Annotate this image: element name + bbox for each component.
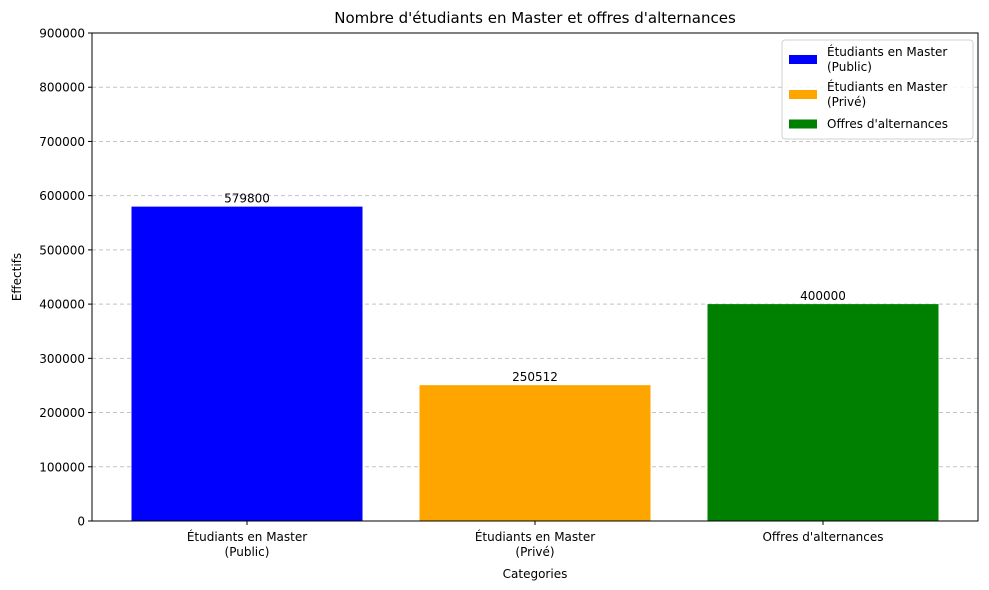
x-axis: Étudiants en Master(Public)Étudiants en … [187, 521, 884, 559]
y-tick-label: 200000 [39, 406, 85, 420]
bar [419, 385, 651, 521]
x-tick-label: (Public) [225, 545, 270, 559]
y-tick-label: 0 [77, 515, 85, 529]
bar [707, 304, 939, 521]
bars [131, 206, 939, 521]
y-tick-label: 400000 [39, 298, 85, 312]
legend-swatch [789, 90, 817, 99]
bar-value-label: 400000 [800, 289, 846, 303]
legend: Étudiants en Master (Public)Étudiants en… [781, 39, 974, 140]
legend-label: Étudiants en Master [827, 44, 947, 59]
legend-label: (Privé) [827, 95, 866, 109]
bar-value-label: 579800 [224, 192, 270, 206]
y-tick-label: 100000 [39, 460, 85, 474]
y-tick-label: 300000 [39, 352, 85, 366]
bar [131, 206, 363, 521]
legend-swatch [789, 55, 817, 64]
y-tick-label: 600000 [39, 189, 85, 203]
y-tick-label: 500000 [39, 243, 85, 257]
x-axis-label: Categories [503, 567, 568, 581]
legend-box [781, 39, 974, 140]
chart-title: Nombre d'étudiants en Master et offres d… [334, 9, 736, 27]
y-tick-label: 800000 [39, 81, 85, 95]
x-tick-label: Étudiants en Master [475, 529, 595, 544]
x-tick-label: (Privé) [515, 545, 554, 559]
x-tick-label: Étudiants en Master [187, 529, 307, 544]
legend-label: (Public) [827, 60, 872, 74]
bar-value-label: 250512 [512, 370, 558, 384]
legend-swatch [789, 119, 817, 129]
legend-label: Offres d'alternances [827, 117, 948, 131]
y-tick-label: 900000 [39, 27, 85, 41]
legend-label: Étudiants en Master [827, 79, 947, 94]
bar-value-labels: 579800 250512 400000 [224, 192, 846, 385]
x-tick-label: Offres d'alternances [762, 530, 883, 544]
y-tick-label: 700000 [39, 135, 85, 149]
y-axis: 0 100000 200000 300000 400000 500000 600000 700… [39, 27, 92, 529]
y-axis-label: Effectifs [10, 253, 24, 301]
